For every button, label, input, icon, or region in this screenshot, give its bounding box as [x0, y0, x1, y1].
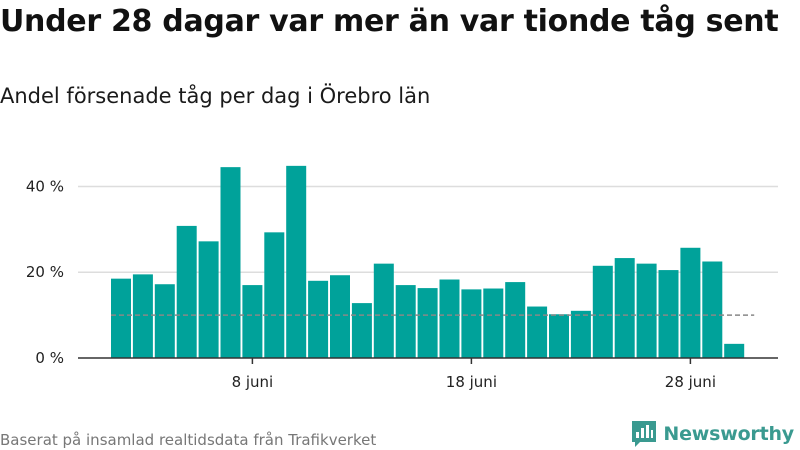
x-axis	[78, 357, 778, 364]
y-axis-labels: 0 % 20 % 40 %	[26, 177, 64, 367]
bar	[264, 232, 285, 358]
chart-title: Under 28 dagar var mer än var tionde tåg…	[0, 4, 779, 39]
bar	[373, 263, 394, 358]
bar	[592, 265, 613, 358]
bar	[527, 306, 548, 358]
bar	[636, 263, 657, 358]
bar	[417, 288, 438, 358]
y-tick-label: 40 %	[26, 177, 64, 195]
bar	[132, 274, 153, 358]
bar	[549, 314, 569, 358]
bar	[286, 165, 307, 358]
chart-subtitle: Andel försenade tåg per dag i Örebro län	[0, 84, 431, 108]
bar	[242, 285, 263, 358]
bar	[461, 289, 482, 358]
x-tick-label: 18 juni	[446, 373, 497, 391]
brand-name: Newsworthy	[663, 423, 794, 445]
bar	[111, 278, 131, 358]
bar	[198, 241, 219, 358]
bar	[505, 282, 526, 358]
x-tick-label: 28 juni	[665, 373, 716, 391]
source-footer: Baserat på insamlad realtidsdata från Tr…	[0, 431, 377, 449]
bar	[614, 258, 635, 358]
x-axis-labels: 8 juni 18 juni 28 juni	[232, 373, 716, 391]
bar	[439, 279, 460, 358]
bar	[658, 270, 679, 358]
bar	[570, 310, 591, 358]
bar	[724, 343, 745, 358]
bar	[351, 303, 372, 358]
bar	[395, 285, 416, 358]
bar	[176, 225, 197, 358]
y-tick-label: 0 %	[35, 349, 64, 367]
bar-chart: 0 % 20 % 40 % 8 juni 18 juni 28 juni	[26, 165, 778, 391]
bar	[702, 261, 723, 358]
bar	[330, 275, 350, 358]
bar	[680, 247, 701, 358]
bar	[220, 167, 241, 358]
newsworthy-logo-icon	[632, 421, 657, 447]
y-tick-label: 20 %	[26, 263, 64, 281]
bar	[483, 288, 504, 358]
bar	[154, 284, 175, 358]
bars	[111, 165, 745, 358]
bar	[308, 280, 329, 358]
brand-logo[interactable]: Newsworthy	[631, 420, 794, 448]
x-tick-label: 8 juni	[232, 373, 274, 391]
